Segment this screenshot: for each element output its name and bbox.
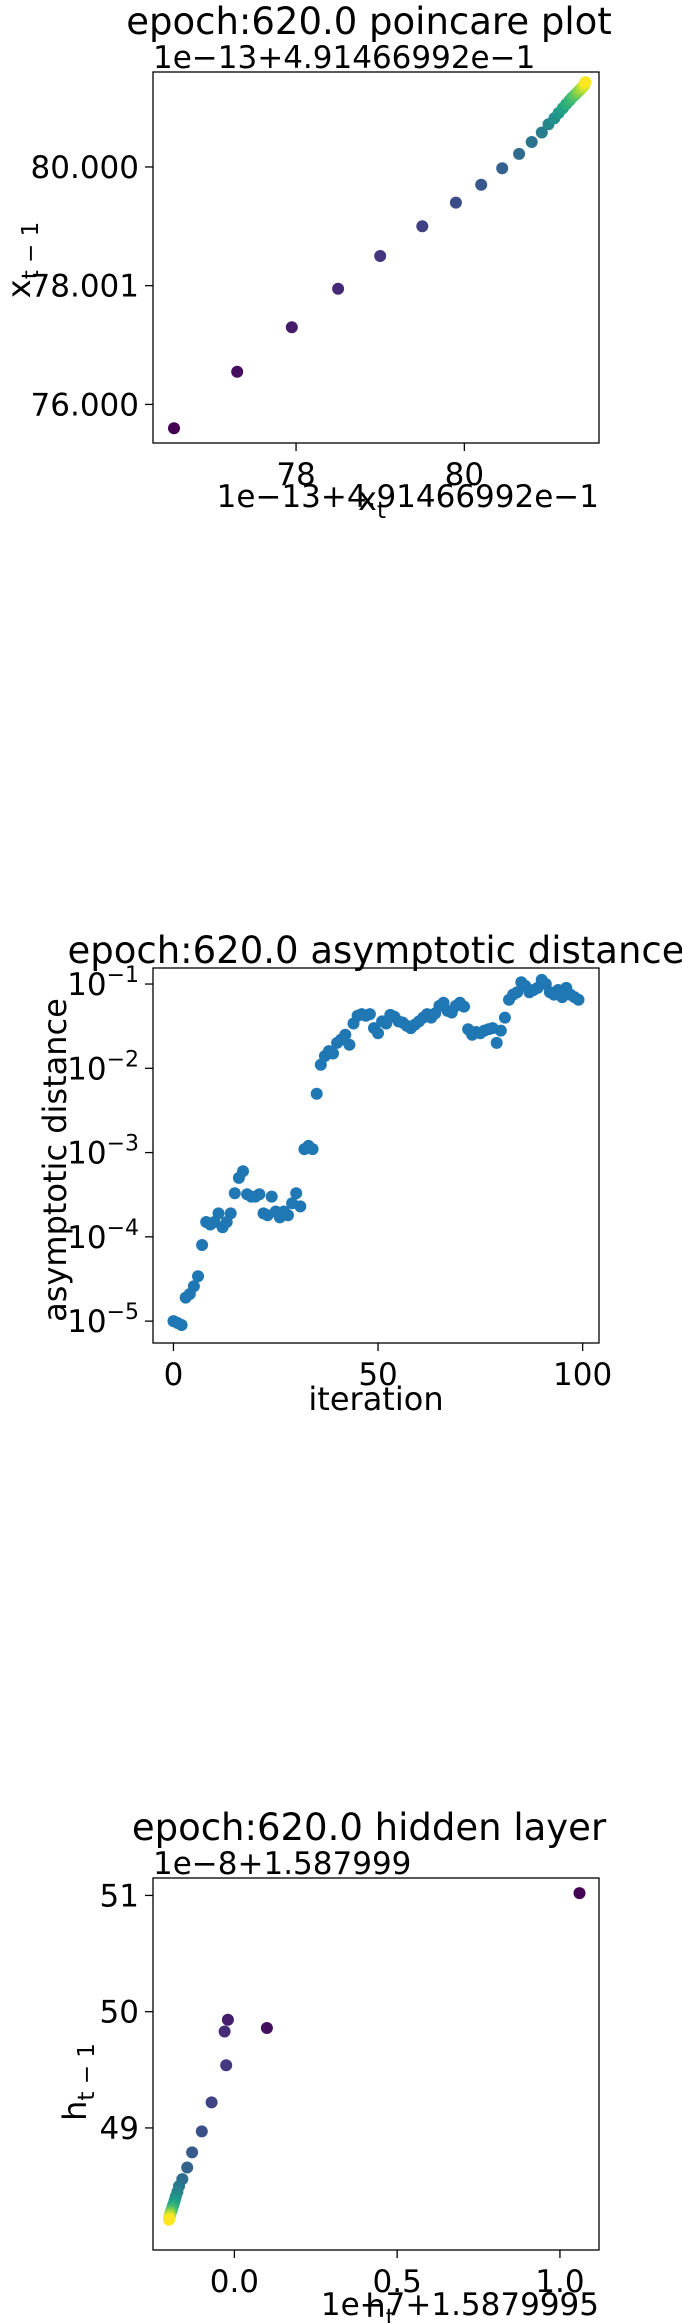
hidden-layer-chart: epoch:620.0 hidden layer 1e−8+1.587999 0… (56, 1806, 607, 2323)
x-tick-label: 78 (276, 457, 315, 493)
data-point (221, 2013, 234, 2026)
x-tick-label: 0 (164, 1357, 184, 1393)
asymptotic-distance-plot-area: 0 50 100 10−5 10−4 10−3 10−2 10−1 (67, 963, 612, 1393)
data-point (260, 2022, 273, 2034)
data-point (339, 1028, 352, 1041)
x-tick-label: 1.0 (535, 2264, 584, 2300)
data-point (253, 1188, 266, 1201)
poincare-y-axis-label: xt − 1 (0, 222, 44, 298)
poincare-plot-area: 78 80 76.000 78.001 80.000 (31, 71, 600, 493)
poincare-y-offset-label: 1e−13+4.91466992e−1 (153, 40, 535, 76)
asymptotic-distance-chart: epoch:620.0 asymptotic distance 0 50 100 10… (36, 929, 682, 1418)
x-tick-label: 0.0 (210, 2264, 259, 2300)
data-point (175, 1319, 188, 1331)
data-point (572, 993, 585, 1006)
x-tick-label: 100 (553, 1357, 612, 1393)
data-point (494, 1024, 507, 1037)
plot-frame (152, 1877, 600, 2251)
data-point (498, 1011, 511, 1024)
data-point (306, 1143, 319, 1156)
poincare-x-offset-label: 1e−13+4.91466992e−1 (217, 479, 599, 515)
data-point (496, 162, 509, 175)
data-point (535, 126, 548, 139)
data-point (573, 1887, 586, 1900)
data-point (196, 1239, 209, 1251)
data-point (332, 282, 345, 295)
data-point (224, 1207, 237, 1220)
data-point (294, 1200, 307, 1213)
data-point (343, 1038, 356, 1051)
data-point (181, 2161, 194, 2174)
data-point (458, 1000, 470, 1013)
data-point (416, 220, 429, 233)
y-tick-label: 10−2 (67, 1047, 139, 1087)
data-point (327, 1047, 339, 1060)
hidden-y-axis-label: ht − 1 (56, 2043, 100, 2121)
hidden-x-offset-label: 1e−7+1.5879995 (321, 2287, 599, 2323)
data-point (205, 2096, 218, 2109)
x-tick-label: 0.5 (373, 2264, 422, 2300)
y-tick-label: 50 (100, 1995, 139, 2031)
data-point (525, 136, 538, 148)
data-point (265, 1190, 278, 1203)
asymptotic-distance-title: epoch:620.0 asymptotic distance (67, 929, 682, 972)
data-point (282, 1209, 294, 1222)
x-tick-label: 50 (358, 1357, 397, 1393)
data-point (163, 2213, 175, 2226)
data-point (231, 365, 244, 378)
data-point (579, 76, 592, 89)
data-point (195, 2125, 208, 2138)
data-point (449, 196, 462, 209)
plot-frame (152, 967, 600, 1344)
data-point (187, 1280, 200, 1293)
y-tick-label: 76.000 (31, 387, 139, 423)
asymptotic-x-axis-label: iteration (308, 1380, 443, 1418)
data-point (513, 147, 526, 160)
poincare-plot-title: epoch:620.0 poincare plot (126, 0, 612, 43)
data-point (168, 422, 180, 435)
data-point (220, 2059, 233, 2072)
y-tick-label: 78.001 (31, 269, 139, 305)
data-point (218, 2025, 231, 2038)
data-point (186, 2146, 199, 2159)
y-tick-label: 10−5 (67, 1300, 139, 1340)
y-tick-label: 10−1 (67, 963, 139, 1003)
hidden-layer-plot-area: 0.0 0.5 1.0 49 50 51 (100, 1877, 600, 2300)
data-point (372, 1027, 384, 1040)
y-tick-label: 49 (100, 2111, 139, 2147)
data-point (237, 1165, 249, 1178)
data-point (290, 1187, 303, 1200)
x-tick-label: 80 (445, 457, 484, 493)
data-point (511, 986, 524, 999)
data-point (363, 1008, 376, 1021)
y-tick-label: 51 (100, 1878, 139, 1914)
asymptotic-y-axis-label: asymptotic distance (36, 998, 74, 1322)
data-point (374, 250, 387, 262)
data-point (285, 321, 298, 334)
data-point (228, 1187, 241, 1200)
data-point (490, 1036, 503, 1049)
data-point (475, 178, 488, 191)
poincare-plot-chart: epoch:620.0 poincare plot 1e−13+4.914669… (0, 0, 612, 524)
data-point (192, 1270, 204, 1283)
y-tick-label: 10−3 (67, 1132, 139, 1172)
data-point (310, 1087, 323, 1100)
hidden-y-offset-label: 1e−8+1.587999 (153, 1846, 411, 1882)
plot-frame (152, 71, 600, 444)
y-tick-label: 80.000 (31, 150, 139, 186)
y-tick-label: 10−4 (67, 1216, 139, 1256)
hidden-layer-title: epoch:620.0 hidden layer (132, 1806, 607, 1849)
data-point (212, 1207, 225, 1220)
